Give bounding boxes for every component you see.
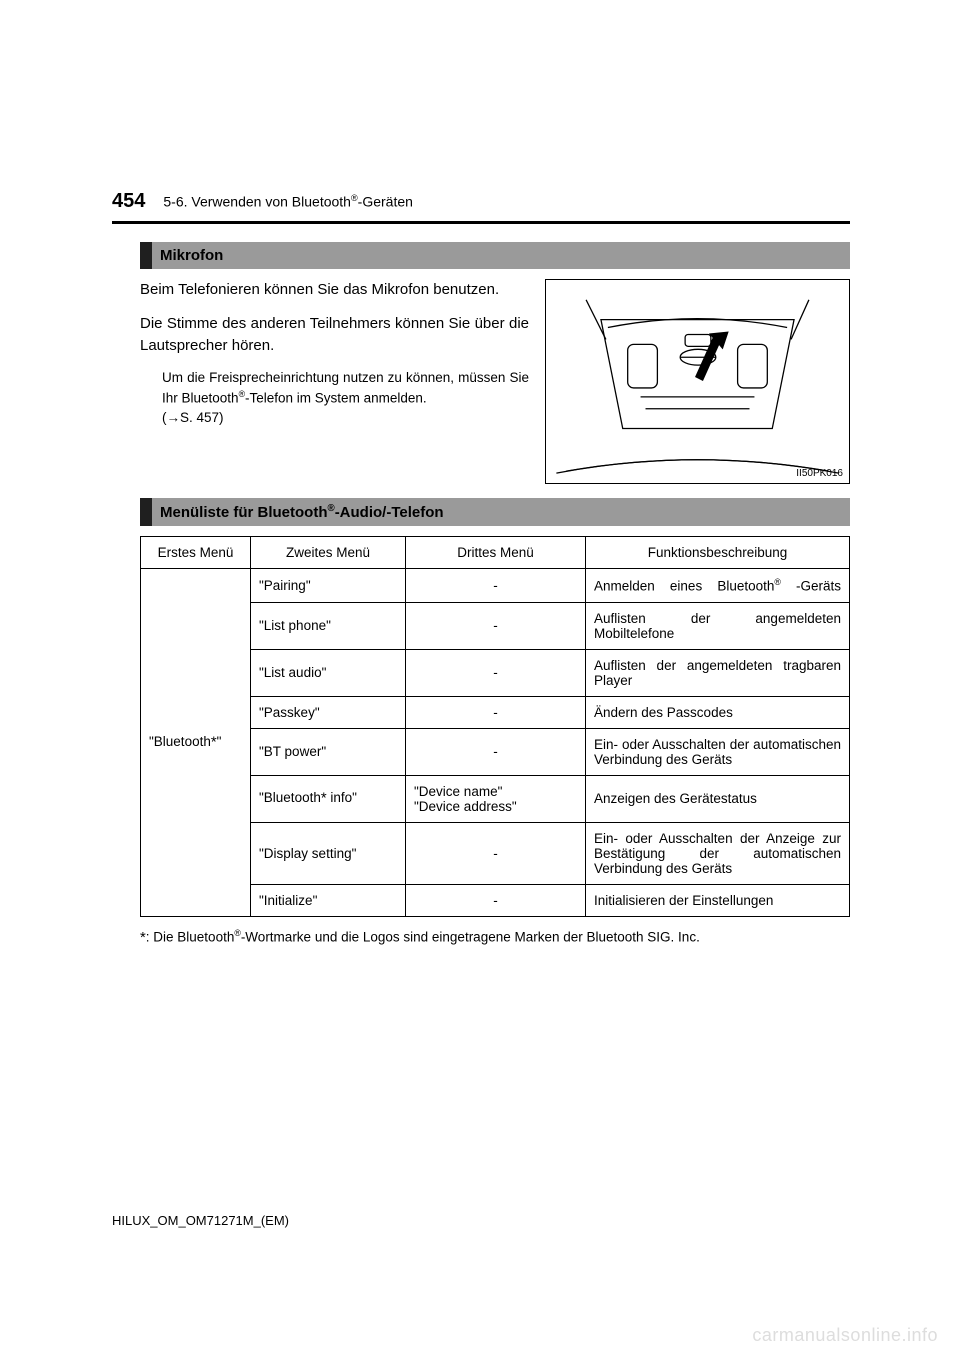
cell: "List audio": [251, 649, 406, 696]
mikrofon-text: Beim Telefonieren können Sie das Mikrofo…: [140, 279, 529, 484]
th-erstes: Erstes Menü: [141, 537, 251, 569]
table-header-row: Erstes Menü Zweites Menü Drittes Menü Fu…: [141, 537, 850, 569]
heading-mikrofon: Mikrofon: [140, 242, 850, 269]
page-number: 454: [112, 190, 145, 213]
mikrofon-sub2: (→S. 457): [162, 408, 529, 428]
table-row: "Bluetooth*" "Pairing" - Anmelden eines …: [141, 569, 850, 603]
cell-line: "Device address": [414, 799, 517, 814]
heading-menuliste: Menüliste für Bluetooth®-Audio/-Telefon: [140, 498, 850, 526]
cell: -: [406, 569, 586, 603]
mikrofon-block: Beim Telefonieren können Sie das Mikrofo…: [140, 279, 850, 484]
footnote: *: Die Bluetooth®-Wortmarke und die Logo…: [140, 927, 850, 949]
cell-line: "Device name": [414, 784, 502, 799]
th-zweites: Zweites Menü: [251, 537, 406, 569]
cell-bluetooth: "Bluetooth*": [141, 569, 251, 917]
cell: -: [406, 649, 586, 696]
cell: -: [406, 884, 586, 916]
cell: -: [406, 602, 586, 649]
cell: -: [406, 696, 586, 728]
page-header: 454 5-6. Verwenden von Bluetooth®-Geräte…: [112, 190, 850, 219]
footer-code: HILUX_OM_OM71271M_(EM): [112, 1213, 289, 1228]
section-title: 5-6. Verwenden von Bluetooth®-Geräten: [163, 193, 413, 210]
cell: -: [406, 822, 586, 884]
mikrofon-p2: Die Stimme des anderen Teilnehmers könne…: [140, 313, 529, 357]
th-drittes: Drittes Menü: [406, 537, 586, 569]
cell: -: [406, 728, 586, 775]
cell: "BT power": [251, 728, 406, 775]
cell: Ein- oder Ausschalten der automatischen …: [586, 728, 850, 775]
cell: "Display setting": [251, 822, 406, 884]
mikrofon-p1: Beim Telefonieren können Sie das Mikrofo…: [140, 279, 529, 301]
cell: "Passkey": [251, 696, 406, 728]
cell: "Device name" "Device address": [406, 775, 586, 822]
mikrofon-sub1: Um die Freisprecheinrichtung nutzen zu k…: [162, 368, 529, 408]
mikrofon-diagram: II50PK016: [545, 279, 850, 484]
cell: "Pairing": [251, 569, 406, 603]
th-funktion: Funktionsbeschreibung: [586, 537, 850, 569]
cell: Auflisten der angemel­deten Mobiltelefon…: [586, 602, 850, 649]
cell: Anzeigen des Gerätes­tatus: [586, 775, 850, 822]
cell: Auflisten der angemel­deten tragbaren Pl…: [586, 649, 850, 696]
header-rule: [112, 221, 850, 224]
menu-table: Erstes Menü Zweites Menü Drittes Menü Fu…: [140, 536, 850, 917]
diagram-label: II50PK016: [796, 468, 843, 479]
cell: "Initialize": [251, 884, 406, 916]
cell: Initialisieren der Ein­stellungen: [586, 884, 850, 916]
cell: Ein- oder Ausschalten der Anzeige zur Be…: [586, 822, 850, 884]
cell: "Bluetooth* info": [251, 775, 406, 822]
mikrofon-sub: Um die Freisprecheinrichtung nutzen zu k…: [140, 368, 529, 427]
cell: Anmelden eines Bluetooth® -Geräts: [586, 569, 850, 603]
cell: "List phone": [251, 602, 406, 649]
cell: Ändern des Passcodes: [586, 696, 850, 728]
watermark: carmanualsonline.info: [752, 1325, 938, 1346]
